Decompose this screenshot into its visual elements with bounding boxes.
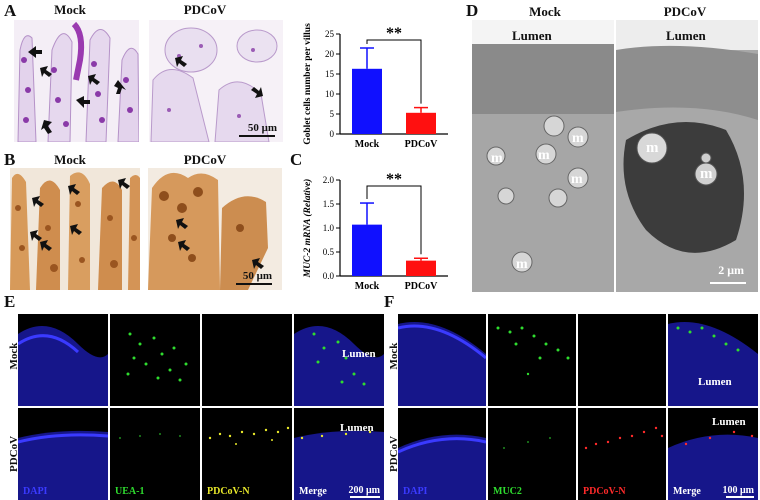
- panel-e-pdcov-uea1: UEA-1: [110, 408, 200, 500]
- panel-b-pdcov-header: PDCoV: [183, 152, 227, 167]
- panel-b-scale-bar-text: 50 μm: [242, 270, 272, 282]
- chart-c-ytick-label-3: 1.5: [323, 199, 335, 209]
- chart-a-significance-bracket: [366, 39, 422, 104]
- panel-e-mock-uea1: [110, 314, 200, 406]
- chart-a-bar-mock: [352, 68, 382, 134]
- panel-f-pdcov-muc2: MUC2: [488, 408, 576, 500]
- panel-b-pdcov-micrograph: 50 μm: [148, 168, 282, 290]
- panel-e-channel-uea1: UEA-1: [115, 486, 145, 497]
- panel-b-mock-micrograph: [10, 168, 140, 290]
- panel-e-channel-merge: Merge: [299, 486, 327, 497]
- panel-d-mock-lumen: Lumen: [512, 28, 552, 43]
- chart-c-significance-bracket: [366, 185, 422, 255]
- panel-d-label: D: [466, 1, 479, 20]
- panel-d-pdcov-tem: Lumen m m 2 μm: [616, 20, 758, 292]
- panel-e-mock-merge: Lumen: [294, 314, 384, 406]
- panel-e-pdcov-lumen: Lumen: [340, 422, 374, 434]
- chart-c-significance-label: **: [386, 171, 402, 188]
- chart-c-bar-pdcov: [406, 260, 436, 276]
- panel-f-channel-merge: Merge: [673, 486, 701, 497]
- panel-f-channel-muc2: MUC2: [493, 486, 522, 497]
- panel-e-pdcov-merge: Lumen Merge 200 μm: [294, 408, 384, 500]
- panel-f-mock-muc2: [488, 314, 576, 406]
- chart-a-ytick-label-2: 10: [325, 89, 335, 99]
- panel-e-scale-bar-text: 200 μm: [348, 485, 381, 496]
- panel-a-scale-bar: [239, 135, 275, 137]
- panel-d-scale-bar-text: 2 μm: [718, 263, 744, 277]
- panel-a-pdcov-micrograph: 50 μm: [149, 20, 283, 142]
- panel-e-channel-pdcovn: PDCoV-N: [207, 486, 250, 497]
- panel-d-mock-m1: m: [572, 131, 584, 146]
- panel-c-bar-chart: 0.0 0.5 1.0 1.5 2.0 MUC-2 mRNA (Relative) Mock…: [302, 171, 448, 292]
- chart-a-ytick-label-1: 5: [330, 109, 335, 119]
- panel-d-mock-header: Mock: [529, 4, 561, 19]
- panel-e-pdcov-dapi: DAPI: [18, 408, 108, 500]
- panel-f-mock-merge: Lumen: [668, 314, 758, 406]
- panel-f-mock-dapi: [398, 314, 486, 406]
- panel-f-scale-bar-text: 100 μm: [722, 485, 755, 496]
- panel-e-pdcov-pdcovn: PDCoV-N: [202, 408, 292, 500]
- panel-d-scale-bar: [710, 282, 746, 284]
- panel-e-mock-lumen: Lumen: [342, 348, 376, 360]
- panel-d-mock-m3: m: [491, 151, 503, 166]
- chart-a-bar-pdcov: [406, 112, 436, 134]
- panel-f-mock-pdcovn: [578, 314, 666, 406]
- panel-b-scale-bar: [236, 283, 272, 285]
- chart-a-ytick-label-4: 20: [325, 49, 335, 59]
- panel-d-mock-tem: Lumen m m m m m: [472, 20, 614, 292]
- chart-a-ylabel: Goblet cells number per villus: [303, 23, 313, 145]
- panel-b-mock-header: Mock: [54, 152, 86, 167]
- chart-c-xlabel-pdcov: PDCoV: [405, 281, 439, 292]
- panel-f-scale-bar: [726, 496, 754, 498]
- panel-d-pdcov-m1: m: [646, 140, 659, 156]
- panel-d-pdcov-m2: m: [700, 166, 713, 182]
- chart-a-xlabel-pdcov: PDCoV: [405, 139, 439, 150]
- panel-d-mock-m5: m: [516, 257, 528, 272]
- panel-d-pdcov-lumen: Lumen: [666, 28, 706, 43]
- chart-c-ytick-label-2: 1.0: [323, 223, 335, 233]
- chart-c-ytick-label-1: 0.5: [323, 247, 335, 257]
- panel-f-pdcov-pdcovn: PDCoV-N: [578, 408, 666, 500]
- panel-f-channel-dapi: DAPI: [403, 486, 428, 497]
- panel-a-mock-header: Mock: [54, 2, 86, 17]
- chart-a-xlabel-mock: Mock: [355, 139, 380, 150]
- chart-a-ytick-label-0: 0: [330, 129, 335, 139]
- panel-a-scale-bar-text: 50 μm: [247, 122, 277, 134]
- panel-e-mock-dapi: [18, 314, 108, 406]
- panel-f-pdcov-dapi: DAPI: [398, 408, 486, 500]
- chart-c-ytick-label-4: 2.0: [323, 175, 335, 185]
- panel-c-label: C: [290, 150, 303, 169]
- chart-c-xlabel-mock: Mock: [355, 281, 380, 292]
- chart-c-ytick-label-0: 0.0: [323, 271, 335, 281]
- panel-a-label: A: [4, 1, 17, 20]
- panel-f-channel-pdcovn: PDCoV-N: [583, 486, 626, 497]
- panel-b-label: B: [4, 150, 16, 169]
- panel-f-pdcov-merge: Lumen Merge 100 μm: [668, 408, 758, 500]
- panel-a-bar-chart: 0 5 10 15 20 25 Goblet cells number per villus…: [303, 23, 448, 150]
- chart-c-bar-mock: [352, 224, 382, 276]
- panel-d-pdcov-header: PDCoV: [663, 4, 707, 19]
- chart-c-ylabel: MUC-2 mRNA (Relative): [302, 179, 313, 279]
- panel-d-mock-m4: m: [571, 172, 583, 187]
- panel-d-mock-m2: m: [538, 148, 550, 163]
- panel-e-mock-pdcovn: [202, 314, 292, 406]
- panel-a-pdcov-header: PDCoV: [183, 2, 227, 17]
- panel-f-mock-lumen: Lumen: [698, 376, 732, 388]
- chart-a-ytick-label-5: 25: [325, 29, 335, 39]
- chart-a-ytick-label-3: 15: [325, 69, 335, 79]
- panel-f-label: F: [384, 292, 395, 311]
- panel-f-pdcov-lumen: Lumen: [712, 416, 746, 428]
- chart-a-significance-label: **: [386, 25, 402, 42]
- panel-e-channel-dapi: DAPI: [23, 486, 48, 497]
- panel-e-label: E: [4, 292, 16, 311]
- panel-a-mock-micrograph: [14, 20, 139, 142]
- panel-e-scale-bar: [350, 496, 380, 498]
